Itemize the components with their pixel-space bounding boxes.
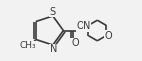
Text: N: N xyxy=(50,44,57,54)
Text: O: O xyxy=(104,31,112,41)
Text: O: O xyxy=(71,38,79,48)
Text: CH₃: CH₃ xyxy=(19,41,36,50)
Text: S: S xyxy=(49,7,56,17)
Text: O: O xyxy=(76,21,84,31)
Text: N: N xyxy=(83,21,91,31)
